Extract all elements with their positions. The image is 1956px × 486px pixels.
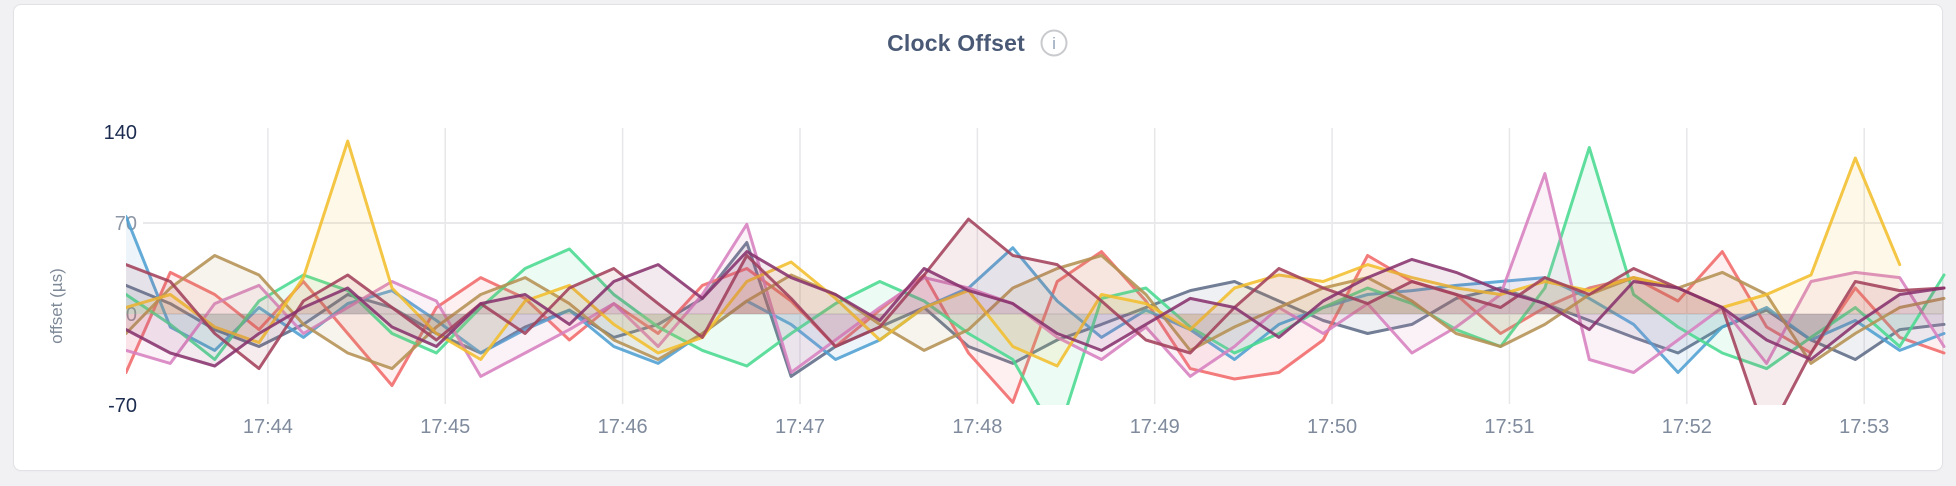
y-axis-title: offset (µs) <box>47 268 66 344</box>
x-tick-label: 17:53 <box>1839 416 1889 438</box>
series-group <box>126 139 1946 405</box>
series-line-node-plum <box>126 250 1946 368</box>
series-line-node-wine <box>126 217 1946 405</box>
series-area-node-plum <box>126 251 1944 366</box>
y-tick-label: 0 <box>126 304 137 326</box>
info-icon-circle <box>1040 29 1068 57</box>
info-icon-glyph: i <box>1052 34 1056 53</box>
x-tick-label: 17:44 <box>243 416 293 438</box>
series-line-node-orchid <box>126 172 1946 378</box>
y-tick-label: -70 <box>108 395 137 417</box>
chart-title: Clock Offset <box>887 29 1025 56</box>
x-tick-label: 17:46 <box>598 416 648 438</box>
series-line-node-blue <box>126 215 1946 374</box>
x-tick-label: 17:50 <box>1307 416 1357 438</box>
series-area-node-wine <box>126 219 1944 405</box>
x-tick-label: 17:47 <box>775 416 825 438</box>
series-area-node-yellow <box>126 141 1900 366</box>
y-tick-label: 140 <box>104 122 137 144</box>
x-tick-label: 17:52 <box>1662 416 1712 438</box>
x-tick-label: 17:49 <box>1130 416 1180 438</box>
info-icon[interactable]: i <box>1039 28 1069 58</box>
x-tick-label: 17:48 <box>952 416 1002 438</box>
series-area-node-salmon <box>126 251 1944 403</box>
x-tick-label: 17:45 <box>420 416 470 438</box>
series-area-node-green <box>126 147 1944 405</box>
series-area-node-slate <box>126 242 1944 377</box>
chart-header: Clock Offset i <box>0 28 1956 58</box>
series-line-node-green <box>126 146 1946 405</box>
series-area-node-blue <box>126 216 1944 373</box>
series-area-node-olive <box>126 255 1944 369</box>
series-line-node-slate <box>126 241 1946 378</box>
x-tick-label: 17:51 <box>1484 416 1534 438</box>
